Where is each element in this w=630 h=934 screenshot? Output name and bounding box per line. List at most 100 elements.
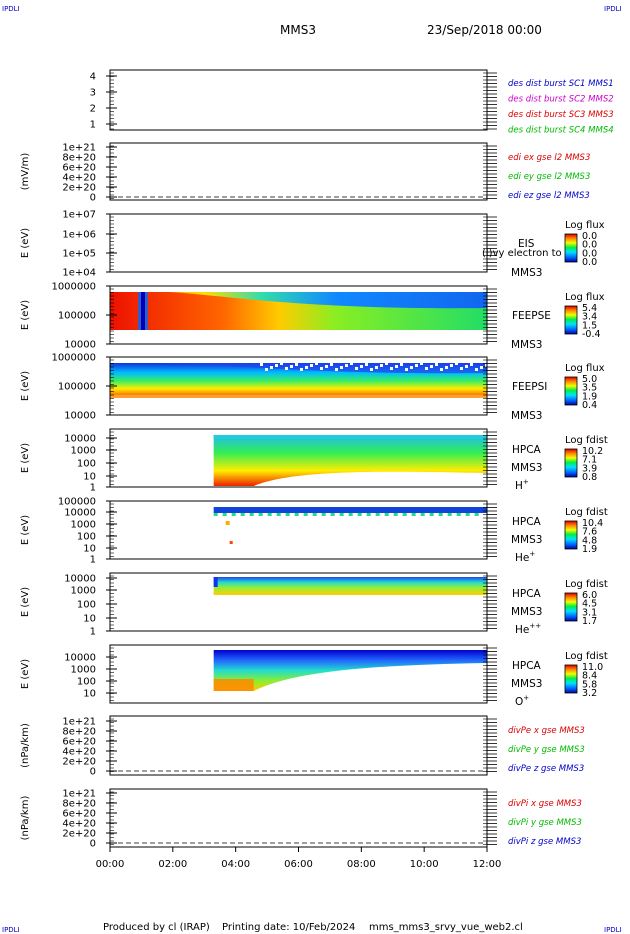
- y-tick-label: 2e+20: [62, 183, 96, 194]
- y-tick-label: 0: [90, 767, 96, 778]
- legend-entry: divPi z gse MMS3: [508, 837, 581, 847]
- species-label: He+: [515, 550, 535, 564]
- colorbar: [564, 376, 578, 406]
- colorbar-tick-label: 1.9: [582, 544, 597, 555]
- y-tick-label: 10: [83, 689, 96, 700]
- instrument-label: HPCA: [512, 444, 542, 456]
- y-tick-label: 100000: [58, 311, 96, 322]
- panel-dist-burst: 4 3 2 1 des dist burst SC1 MMS1 des dist burs…: [90, 69, 614, 136]
- y-tick-label: 1: [90, 483, 96, 494]
- y-tick-label: 100000: [58, 497, 96, 508]
- y-tick-label: 1000: [71, 665, 96, 676]
- x-tick-label: 02:00: [158, 859, 187, 870]
- y-tick-label: 10: [83, 472, 96, 483]
- y-tick-label: 4: [90, 72, 96, 83]
- colorbar-tick-label: 5.0: [582, 374, 597, 385]
- y-tick-label: 1e+04: [62, 268, 96, 279]
- colorbar-tick-label: 0.0: [582, 248, 597, 259]
- spacecraft-label: MMS3: [511, 339, 542, 351]
- y-tick-label: 1000000: [51, 282, 96, 293]
- colorbar-tick-label: 3.1: [582, 607, 597, 618]
- instrument-label: HPCA: [512, 516, 542, 528]
- y-tick-label: 1000: [71, 586, 96, 597]
- panel-frame: [109, 572, 488, 632]
- spectrogram-hpca-he: [213, 507, 488, 544]
- y-tick-label: 4e+20: [62, 819, 96, 830]
- x-tick-label: 04:00: [221, 859, 250, 870]
- spacecraft-label: MMS3: [511, 410, 542, 422]
- panel-frame: [109, 142, 488, 201]
- y-tick-label: 4e+20: [62, 747, 96, 758]
- y-tick-label: 1: [90, 627, 96, 638]
- panel-frame: [109, 788, 488, 848]
- x-tick-label: 12:00: [473, 859, 502, 870]
- y-tick-label: 2e+20: [62, 829, 96, 840]
- colorbar: [564, 592, 578, 622]
- species-label: He++: [515, 622, 541, 636]
- plot-title: MMS3: [280, 23, 316, 37]
- colorbar-tick-label: 0.4: [582, 400, 597, 411]
- spacecraft-label: MMS3: [511, 606, 542, 618]
- colorbar-tick-label: 1.5: [582, 320, 597, 331]
- panel-frame: [109, 715, 488, 776]
- y-tick-label: 3: [90, 88, 96, 99]
- instrument-label: FEEPSE: [512, 310, 551, 322]
- y-axis-label: E (eV): [20, 659, 31, 689]
- legend-entry: des dist burst SC1 MMS1: [508, 79, 614, 89]
- corner-mark-bottom-left: IPDLI: [2, 926, 20, 934]
- legend-entry: divPe y gse MMS3: [508, 745, 585, 755]
- y-axis-label: E (eV): [20, 587, 31, 617]
- panel-feepsi: 1000000 100000 10000 E (eV) FEEPSI MMS3 Log fl…: [20, 353, 605, 423]
- instrument-label: FEEPSI: [512, 381, 547, 393]
- colorbar-tick-label: 7.1: [582, 455, 597, 466]
- x-tick-label: 06:00: [284, 859, 313, 870]
- legend-entry: edi ex gse l2 MMS3: [508, 153, 590, 163]
- species-label: O+: [515, 694, 529, 708]
- y-axis-label: E (eV): [20, 371, 31, 401]
- y-axis-label: (mV/m): [20, 153, 31, 191]
- colorbar-tick-label: 0.0: [582, 240, 597, 251]
- colorbar-tick-label: 11.0: [582, 662, 603, 673]
- y-axis-label: E (eV): [20, 515, 31, 545]
- colorbar-tick-label: 1.9: [582, 391, 597, 402]
- y-axis-label: E (eV): [20, 443, 31, 473]
- y-tick-label: 10000: [64, 653, 96, 664]
- colorbar-tick-label: 4.8: [582, 535, 597, 546]
- colorbar-tick-label: 3.2: [582, 688, 597, 699]
- legend-entry: divPi y gse MMS3: [508, 818, 582, 828]
- footer-produced-by: Produced by cl (IRAP): [103, 922, 210, 933]
- y-tick-label: 2e+20: [62, 757, 96, 768]
- y-tick-label: 100: [77, 459, 96, 470]
- x-tick-label: 10:00: [410, 859, 439, 870]
- colorbar: [564, 448, 578, 478]
- y-tick-label: 1e+07: [62, 210, 96, 221]
- legend-entry: des dist burst SC4 MMS4: [508, 126, 614, 136]
- y-tick-label: 10000: [64, 508, 96, 519]
- spacecraft-label: MMS3: [511, 678, 542, 690]
- y-tick-label: 4e+20: [62, 173, 96, 184]
- colorbar-tick-label: 5.4: [582, 303, 597, 314]
- panel-frame: [109, 500, 488, 560]
- colorbar-tick-label: 6.0: [582, 590, 597, 601]
- corner-mark-top-right: IPDLI: [604, 5, 622, 13]
- y-tick-label: 0: [90, 839, 96, 850]
- legend-entry: edi ey gse l2 MMS3: [508, 172, 590, 182]
- spectrogram-feepsi: [110, 362, 488, 398]
- panel-eis: 1e+07 1e+06 1e+05 1e+04 E (eV) EIS MMS3 (l)vy e…: [20, 210, 605, 280]
- y-tick-label: 8e+20: [62, 727, 96, 738]
- y-tick-label: 100: [77, 600, 96, 611]
- y-tick-label: 6e+20: [62, 163, 96, 174]
- y-tick-label: 100000: [58, 382, 96, 393]
- colorbar-tick-label: 0.0: [582, 231, 597, 242]
- colorbar-title: Log flux: [565, 292, 605, 303]
- instrument-label: HPCA: [512, 588, 542, 600]
- colorbar: [564, 520, 578, 550]
- colorbar-title: Log flux: [565, 220, 605, 231]
- colorbar-tick-label: 5.8: [582, 679, 597, 690]
